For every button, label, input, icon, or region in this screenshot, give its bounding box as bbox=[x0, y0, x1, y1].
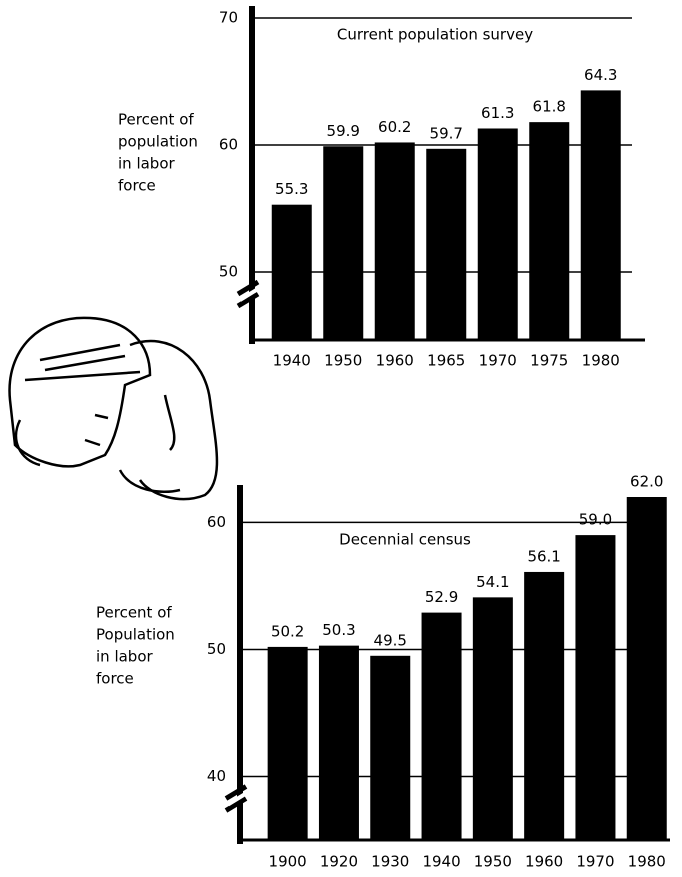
x-tick-label: 1970 bbox=[479, 352, 517, 370]
y-axis-label: in labor bbox=[118, 155, 176, 173]
y-tick-label: 60 bbox=[207, 513, 226, 531]
illustration bbox=[8, 316, 219, 501]
y-axis-label: Percent of bbox=[96, 604, 172, 622]
data-label: 61.8 bbox=[533, 98, 566, 116]
data-label: 59.7 bbox=[430, 124, 463, 142]
bar bbox=[421, 612, 462, 840]
x-tick-label: 1980 bbox=[628, 853, 666, 871]
chart-title: Current population survey bbox=[337, 26, 533, 44]
data-label: 60.2 bbox=[378, 118, 411, 136]
data-label: 61.3 bbox=[481, 104, 514, 122]
x-tick-label: 1960 bbox=[525, 853, 563, 871]
data-label: 52.9 bbox=[425, 588, 458, 606]
bar bbox=[426, 148, 467, 340]
y-axis-label: population bbox=[118, 133, 198, 151]
bar bbox=[477, 128, 518, 340]
data-label: 59.0 bbox=[579, 511, 612, 529]
x-tick-label: 1940 bbox=[422, 853, 460, 871]
data-label: 54.1 bbox=[476, 573, 509, 591]
bar bbox=[626, 497, 667, 840]
y-axis-label: in labor bbox=[96, 648, 154, 666]
data-label: 64.3 bbox=[584, 66, 617, 84]
y-axis-label: force bbox=[96, 670, 134, 688]
data-label: 62.0 bbox=[630, 473, 663, 491]
bar bbox=[575, 535, 616, 840]
x-tick-label: 1940 bbox=[273, 352, 311, 370]
y-axis bbox=[249, 6, 255, 344]
y-axis bbox=[237, 485, 243, 844]
x-tick-label: 1960 bbox=[376, 352, 414, 370]
data-label: 49.5 bbox=[374, 631, 407, 649]
bar bbox=[323, 146, 364, 340]
bar bbox=[271, 204, 312, 340]
data-label: 55.3 bbox=[275, 180, 308, 198]
data-label: 50.3 bbox=[322, 621, 355, 639]
bar bbox=[580, 90, 621, 340]
data-label: 50.2 bbox=[271, 622, 304, 640]
y-axis-label: force bbox=[118, 177, 156, 195]
x-tick-label: 1975 bbox=[530, 352, 568, 370]
y-axis-label: Population bbox=[96, 626, 175, 644]
y-tick-label: 50 bbox=[207, 640, 226, 658]
bar bbox=[529, 122, 570, 340]
y-tick-label: 60 bbox=[219, 136, 238, 154]
data-label: 56.1 bbox=[527, 547, 560, 565]
chart-title: Decennial census bbox=[339, 531, 471, 549]
bar bbox=[267, 646, 308, 840]
y-axis-label: Percent of bbox=[118, 111, 194, 129]
x-tick-label: 1965 bbox=[427, 352, 465, 370]
bar bbox=[370, 655, 411, 840]
bar bbox=[318, 645, 359, 840]
data-label: 59.9 bbox=[327, 122, 360, 140]
axis-break bbox=[226, 791, 248, 807]
x-tick-label: 1900 bbox=[269, 853, 307, 871]
bar bbox=[472, 597, 513, 840]
x-tick-label: 1930 bbox=[371, 853, 409, 871]
bar bbox=[374, 142, 415, 340]
x-tick-label: 1950 bbox=[474, 853, 512, 871]
y-tick-label: 70 bbox=[219, 9, 238, 27]
x-tick-label: 1970 bbox=[576, 853, 614, 871]
x-tick-label: 1920 bbox=[320, 853, 358, 871]
y-tick-label: 50 bbox=[219, 263, 238, 281]
x-tick-label: 1950 bbox=[324, 352, 362, 370]
axis-break bbox=[236, 279, 260, 309]
axis-break bbox=[224, 784, 248, 813]
bar bbox=[524, 571, 565, 840]
x-tick-label: 1980 bbox=[582, 352, 620, 370]
y-tick-label: 40 bbox=[207, 767, 226, 785]
axis-break bbox=[238, 287, 260, 302]
